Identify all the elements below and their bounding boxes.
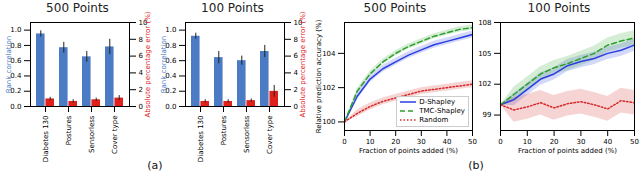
svg-text:2: 2 (294, 86, 298, 94)
svg-text:1.0: 1.0 (10, 26, 21, 34)
svg-text:Absolute percentage error (%): Absolute percentage error (%) (144, 11, 152, 117)
svg-text:Fraction of points added (%): Fraction of points added (%) (518, 147, 617, 155)
svg-text:Sensorless: Sensorless (243, 115, 251, 153)
svg-text:40: 40 (603, 138, 612, 146)
svg-text:0: 0 (294, 103, 298, 111)
svg-text:104: 104 (322, 50, 336, 58)
svg-text:6: 6 (138, 52, 143, 61)
svg-text:Cover type: Cover type (111, 116, 119, 154)
svg-text:0: 0 (139, 103, 143, 111)
svg-text:30: 30 (576, 138, 585, 146)
svg-text:0: 0 (498, 138, 502, 146)
svg-text:0.8: 0.8 (10, 41, 22, 50)
svg-text:Postures: Postures (65, 115, 73, 145)
svg-text:6: 6 (293, 52, 298, 61)
svg-text:108: 108 (478, 19, 491, 27)
svg-text:100: 100 (322, 118, 335, 126)
svg-text:99: 99 (483, 111, 492, 119)
svg-text:Diabetes 130: Diabetes 130 (42, 116, 50, 163)
svg-text:Rank correlation: Rank correlation (160, 36, 168, 93)
svg-text:0.0: 0.0 (10, 103, 21, 111)
svg-text:102: 102 (478, 80, 491, 88)
svg-text:10: 10 (366, 138, 375, 146)
svg-text:1.0: 1.0 (165, 26, 176, 34)
svg-text:0.4: 0.4 (10, 72, 22, 81)
svg-text:8: 8 (139, 36, 143, 44)
svg-text:0: 0 (342, 138, 346, 146)
svg-text:0.8: 0.8 (165, 41, 177, 50)
svg-text:4: 4 (293, 69, 298, 78)
svg-text:Rank correlation: Rank correlation (5, 36, 13, 93)
html-text:TMC-Shapley: TMC-Shapley (419, 107, 465, 115)
html-text:(b): (b) (468, 159, 484, 172)
svg-text:4: 4 (138, 69, 143, 78)
svg-text:30: 30 (417, 138, 426, 146)
svg-text:Absolute percentage error (%): Absolute percentage error (%) (299, 11, 307, 117)
svg-text:0.4: 0.4 (165, 72, 177, 81)
html-text:100 Points: 100 Points (527, 1, 591, 15)
html-text:Random: Random (419, 116, 449, 124)
svg-text:0.0: 0.0 (165, 103, 176, 111)
svg-text:20: 20 (391, 138, 400, 146)
svg-text:20: 20 (550, 138, 559, 146)
html-text:(a): (a) (147, 159, 163, 172)
html-text:500 Points: 500 Points (363, 1, 427, 15)
svg-text:0.2: 0.2 (10, 87, 22, 96)
svg-text:50: 50 (630, 138, 639, 146)
svg-text:10: 10 (523, 138, 532, 146)
svg-text:Cover type: Cover type (266, 116, 274, 154)
svg-text:2: 2 (139, 86, 143, 94)
svg-text:105: 105 (478, 50, 491, 58)
svg-text:40: 40 (442, 138, 451, 146)
html-text:100 Points: 100 Points (201, 1, 264, 15)
svg-text:50: 50 (468, 138, 477, 146)
svg-text:Relative prediction accuracy (: Relative prediction accuracy (%) (315, 19, 323, 133)
svg-text:Fraction of points added (%): Fraction of points added (%) (359, 147, 458, 155)
svg-text:102: 102 (322, 84, 335, 92)
svg-text:Diabetes 130: Diabetes 130 (197, 116, 205, 163)
svg-text:8: 8 (294, 36, 298, 44)
svg-text:Sensorless: Sensorless (88, 115, 96, 153)
svg-text:0.6: 0.6 (10, 56, 22, 65)
svg-text:0.6: 0.6 (165, 56, 177, 65)
html-text:500 Points: 500 Points (46, 1, 109, 15)
svg-text:Postures: Postures (220, 115, 228, 145)
html-text:D-Shapley: D-Shapley (419, 98, 456, 106)
svg-text:0.2: 0.2 (165, 87, 177, 96)
